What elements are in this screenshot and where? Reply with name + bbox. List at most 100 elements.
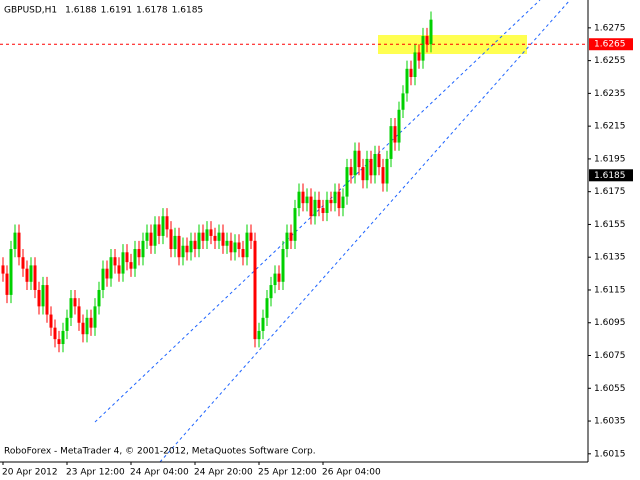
title-value: 1.6188 bbox=[65, 6, 97, 16]
candle-body bbox=[93, 306, 97, 328]
plot bbox=[1, 11, 433, 353]
candle-body bbox=[73, 298, 77, 307]
candle-body bbox=[89, 317, 93, 328]
candle-body bbox=[317, 199, 321, 209]
candle-body bbox=[289, 232, 293, 241]
candle-body bbox=[221, 232, 225, 246]
candle-body bbox=[37, 289, 41, 307]
candle-body bbox=[149, 232, 153, 246]
candle-body bbox=[233, 242, 237, 253]
candle-body bbox=[265, 298, 269, 318]
candle-body bbox=[77, 306, 81, 323]
candle-body bbox=[321, 208, 325, 213]
candle-body bbox=[365, 158, 369, 181]
candle-body bbox=[25, 268, 29, 282]
candle-body bbox=[389, 126, 393, 159]
x-tick-label: 20 Apr 2012 bbox=[2, 468, 58, 478]
candle-body bbox=[29, 265, 33, 282]
candle-body bbox=[169, 229, 173, 250]
y-tick-label: 1.6055 bbox=[594, 384, 626, 394]
x-tick-label: 24 Apr 04:00 bbox=[130, 468, 189, 478]
candle-body bbox=[189, 240, 193, 253]
chart-title: GBPUSD,H1 bbox=[4, 6, 57, 16]
candle-body bbox=[269, 285, 273, 299]
candle-body bbox=[137, 249, 141, 258]
candle-body bbox=[397, 109, 401, 143]
candle-body bbox=[69, 298, 73, 318]
candle-body bbox=[357, 150, 361, 168]
candle-body bbox=[325, 199, 329, 213]
candle-body bbox=[197, 232, 201, 250]
candle-body bbox=[249, 232, 253, 241]
candle-body bbox=[153, 224, 157, 246]
candle-body bbox=[157, 224, 161, 236]
y-tick-label: 1.6275 bbox=[594, 23, 626, 33]
candle-body bbox=[177, 235, 181, 258]
y-tick-label: 1.6095 bbox=[594, 318, 626, 328]
candle-body bbox=[297, 191, 301, 209]
candle-body bbox=[161, 216, 165, 236]
candle-body bbox=[129, 262, 133, 269]
candle-body bbox=[141, 240, 145, 258]
candle-body bbox=[81, 322, 85, 335]
candle-body bbox=[237, 242, 241, 250]
candle-body bbox=[65, 317, 69, 331]
candle-body bbox=[381, 167, 385, 184]
channel-upper bbox=[94, 0, 541, 423]
candle-body bbox=[241, 249, 245, 258]
candle-body bbox=[261, 317, 265, 331]
footer: RoboForex - MetaTrader 4, © 2001-2012, M… bbox=[4, 447, 316, 457]
title-value: 1.6191 bbox=[101, 6, 133, 16]
candle-body bbox=[377, 154, 381, 168]
x-tick-label: 23 Apr 12:00 bbox=[66, 468, 125, 478]
price-label: 1.6265 bbox=[594, 40, 626, 50]
y-tick-label: 1.6135 bbox=[594, 253, 626, 263]
channel-lower bbox=[159, 0, 571, 463]
candle-body bbox=[281, 249, 285, 282]
x-tick-label: 25 Apr 12:00 bbox=[258, 468, 317, 478]
y-tick-label: 1.6175 bbox=[594, 187, 626, 197]
candle-body bbox=[273, 273, 277, 286]
candle-body bbox=[5, 273, 9, 295]
candle-body bbox=[121, 252, 125, 274]
candle-body bbox=[393, 126, 397, 143]
y-tick-label: 1.6035 bbox=[594, 417, 626, 427]
candle-body bbox=[45, 285, 49, 315]
candle-body bbox=[173, 235, 177, 250]
candle-body bbox=[361, 167, 365, 181]
candle-body bbox=[165, 216, 169, 230]
candle-body bbox=[293, 208, 297, 241]
x-tick-label: 24 Apr 20:00 bbox=[194, 468, 253, 478]
candle-body bbox=[61, 330, 65, 345]
y-tick-label: 1.6215 bbox=[594, 122, 626, 132]
candle-body bbox=[109, 257, 113, 279]
candle-body bbox=[57, 339, 61, 345]
candle-body bbox=[253, 240, 257, 340]
candle-body bbox=[429, 19, 433, 45]
price-label: 1.6185 bbox=[594, 171, 626, 181]
candle-body bbox=[85, 317, 89, 335]
candle-body bbox=[33, 265, 37, 290]
candle-body bbox=[13, 232, 17, 250]
candle-body bbox=[17, 232, 21, 258]
candle-body bbox=[257, 330, 261, 340]
candle-body bbox=[113, 257, 117, 266]
candle-body bbox=[421, 36, 425, 61]
candle-body bbox=[49, 314, 53, 328]
candle-body bbox=[217, 232, 221, 241]
candle-body bbox=[277, 273, 281, 282]
price-label-box bbox=[589, 169, 633, 182]
candle-body bbox=[385, 158, 389, 184]
candle-body bbox=[133, 249, 137, 269]
candle-body bbox=[181, 245, 185, 258]
candle-body bbox=[373, 154, 377, 176]
candle-body bbox=[353, 150, 357, 176]
candle-body bbox=[305, 196, 309, 204]
y-tick-label: 1.6155 bbox=[594, 220, 626, 230]
candle-body bbox=[1, 265, 5, 274]
title-value: 1.6185 bbox=[172, 6, 204, 16]
candle-body bbox=[341, 196, 345, 209]
